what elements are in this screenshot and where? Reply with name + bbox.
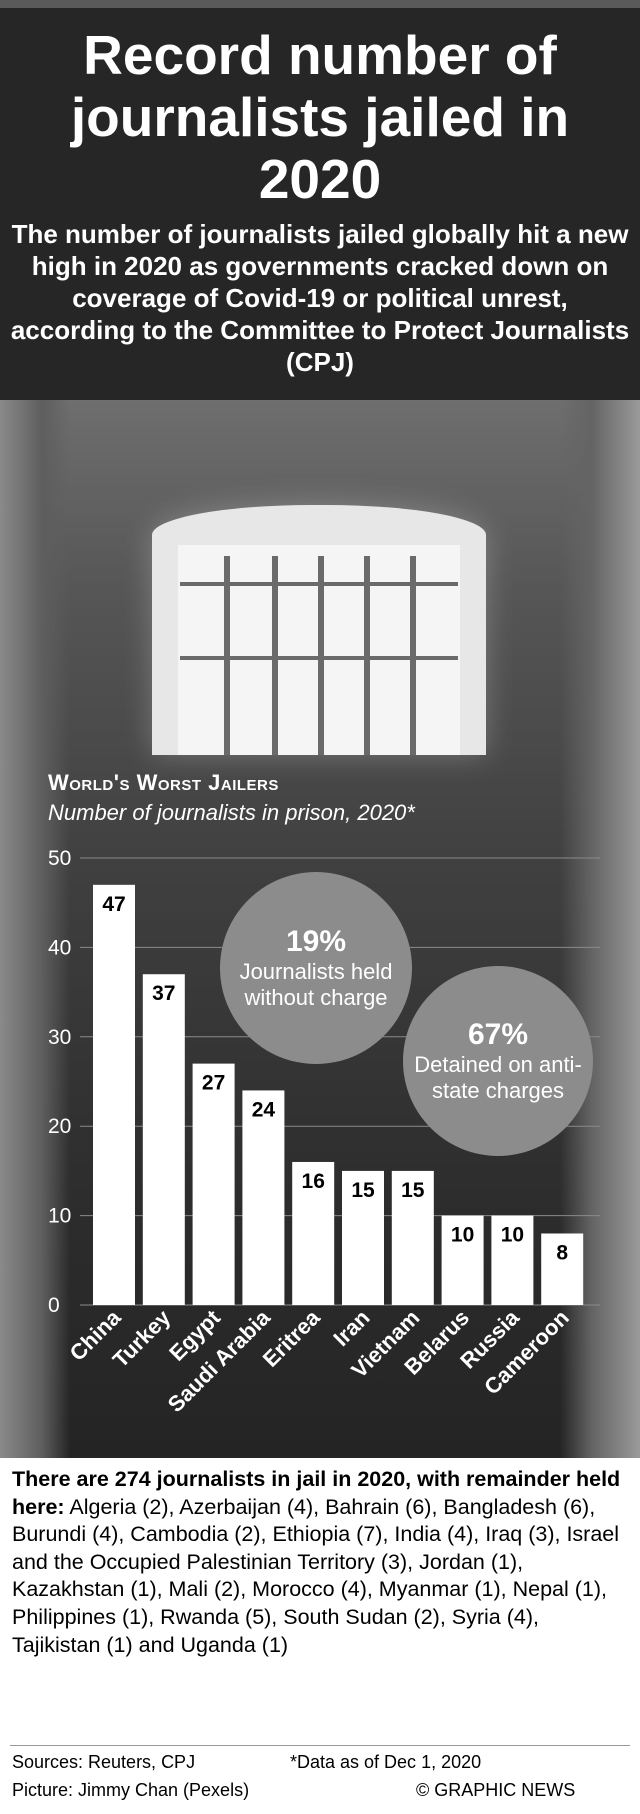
bar [192, 1063, 235, 1305]
window-crossbar [180, 656, 458, 660]
y-tick-label: 20 [48, 1115, 71, 1138]
bar-value-label: 8 [556, 1241, 568, 1264]
y-tick-label: 40 [48, 936, 71, 959]
window-bar [364, 556, 370, 755]
window-bar [224, 556, 230, 755]
remainder-paragraph: There are 274 journalists in jail in 202… [12, 1466, 632, 1659]
bar-value-label: 15 [401, 1179, 425, 1202]
bar [242, 1090, 285, 1305]
footer-picture-credit: Picture: Jimmy Chan (Pexels) [12, 1780, 250, 1800]
chart-title: World's Worst Jailers [48, 770, 279, 795]
photo-left-wall [0, 400, 70, 1458]
bar [342, 1170, 384, 1305]
callout-without-charge: 19% Journalists held without charge [220, 872, 412, 1064]
bar [391, 1170, 434, 1305]
x-category-label: Eritrea [258, 1304, 326, 1372]
bar-chart: 0102030405047China37Turkey27Egypt24Saudi… [48, 847, 600, 1417]
bar-value-label: 10 [501, 1224, 524, 1247]
bar [93, 884, 135, 1305]
page-title: Record number of journalists jailed in 2… [70, 24, 570, 210]
y-tick-label: 30 [48, 1026, 71, 1049]
bar-value-label: 27 [202, 1072, 225, 1095]
bar [491, 1215, 534, 1305]
callout-percent: 19% [285, 925, 347, 958]
footer-divider [10, 1745, 630, 1746]
chart-subtitle: Number of journalists in prison, 2020* [48, 800, 415, 825]
footer-copyright: © GRAPHIC NEWS [416, 1780, 576, 1800]
x-category-label: Turkey [108, 1304, 176, 1372]
bar-value-label: 16 [302, 1170, 325, 1193]
window-bar [318, 556, 324, 755]
callout-text: Detained on anti-state charges [414, 1052, 582, 1103]
bar-value-label: 47 [102, 893, 125, 916]
remainder-list: Algeria (2), Azerbaijan (4), Bahrain (6)… [12, 1494, 620, 1657]
footer-note: *Data as of Dec 1, 2020 [290, 1752, 482, 1772]
y-tick-label: 50 [48, 847, 71, 870]
bar-value-label: 15 [351, 1179, 375, 1202]
bar-value-label: 24 [252, 1098, 276, 1121]
bar-value-label: 37 [152, 982, 175, 1005]
y-tick-label: 10 [48, 1205, 71, 1228]
bar [441, 1215, 484, 1305]
window-crossbar [180, 582, 458, 586]
callout-percent: 67% [467, 1018, 529, 1051]
window-bar [272, 556, 278, 755]
page-subtitle: The number of journalists jailed globall… [10, 219, 630, 377]
window-bar [410, 556, 416, 755]
bar-value-label: 10 [451, 1224, 474, 1247]
callout-anti-state: 67% Detained on anti-state charges [403, 966, 593, 1156]
bar [541, 1233, 584, 1305]
y-tick-label: 0 [48, 1294, 60, 1317]
footer-sources: Sources: Reuters, CPJ [12, 1752, 196, 1772]
remainder-lead: There are 274 journalists in jail in 202… [12, 1467, 621, 1519]
bar [292, 1161, 335, 1305]
top-strip [0, 0, 640, 8]
callout-text: Journalists held without charge [239, 959, 393, 1010]
bar [142, 974, 185, 1305]
